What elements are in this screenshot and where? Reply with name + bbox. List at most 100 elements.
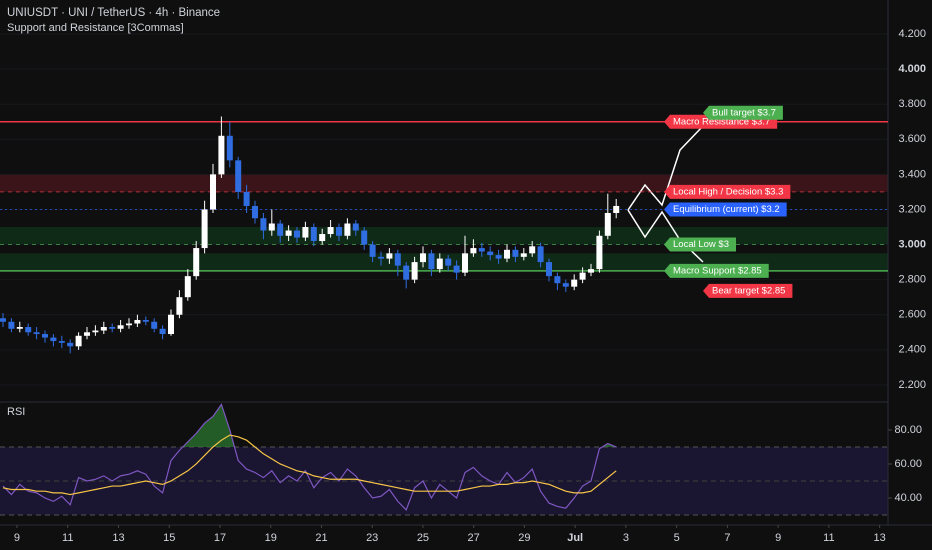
candle-body	[310, 227, 317, 242]
x-tick-label: 5	[674, 532, 680, 544]
chart-subtitle: Support and Resistance [3Commas]	[7, 22, 184, 34]
candle-body	[453, 265, 460, 273]
candle-body	[504, 249, 510, 259]
price-label: Local High / Decision $3.3	[664, 184, 791, 199]
candle-body	[495, 255, 502, 259]
x-tick-label: 7	[724, 532, 730, 544]
label-text: Local Low $3	[673, 239, 729, 250]
candle-body	[470, 248, 477, 254]
candle-body	[294, 230, 300, 238]
candle-body	[33, 332, 40, 335]
candle-body	[176, 297, 183, 315]
candle-body	[562, 283, 569, 287]
candle-body	[67, 342, 74, 347]
candle-body	[546, 262, 552, 277]
candle-body	[394, 253, 401, 266]
label-box	[703, 283, 793, 298]
rsi-line	[2, 403, 617, 511]
x-tick-label: 3	[623, 532, 629, 544]
label-box	[664, 184, 791, 199]
label-text: Macro Resistance $3.7	[673, 116, 770, 127]
candle-body	[302, 227, 309, 238]
candle-body	[420, 253, 426, 263]
candle-body	[193, 248, 200, 277]
x-tick-label: 29	[518, 532, 530, 544]
x-tick-label: 9	[14, 532, 20, 544]
candle-body	[344, 223, 351, 236]
x-tick-label: 25	[417, 532, 429, 544]
y-tick-label: 3.600	[898, 133, 926, 145]
price-label: Bull target $3.7	[703, 105, 783, 120]
candle-body	[252, 205, 258, 219]
candle-body	[134, 320, 141, 324]
rsi-title: RSI	[7, 406, 25, 418]
x-tick-label: 21	[315, 532, 327, 544]
candle-body	[403, 265, 410, 280]
candle-body	[445, 258, 452, 266]
candle-body	[361, 230, 368, 245]
candle-body	[529, 246, 536, 254]
candle-body	[478, 248, 485, 252]
price-label: Equilibrium (current) $3.2	[664, 202, 787, 217]
y-tick-label: 3.800	[898, 98, 926, 110]
candle-body	[579, 272, 586, 280]
y-tick-label: 80.00	[894, 424, 922, 436]
candle-body	[352, 223, 359, 231]
candle-body	[117, 325, 124, 329]
candle-body	[92, 330, 99, 333]
candle-body	[411, 262, 418, 280]
y-tick-label: 2.800	[898, 274, 926, 286]
candle-body	[58, 341, 65, 343]
label-text: Equilibrium (current) $3.2	[673, 204, 780, 215]
candle-body	[184, 276, 191, 298]
candle-body	[201, 209, 208, 249]
candle-body	[386, 253, 393, 259]
y-tick-label: 2.400	[898, 344, 926, 356]
zone	[0, 253, 888, 271]
y-tick-label: 2.600	[898, 309, 926, 321]
candle-body	[226, 135, 233, 161]
candle-body	[520, 253, 527, 257]
candle-body	[378, 256, 384, 259]
candle-body	[0, 318, 6, 322]
candle-body	[588, 269, 594, 273]
y-tick-label: 2.200	[898, 379, 926, 391]
candle-body	[613, 205, 620, 213]
candle-body	[596, 235, 603, 270]
candle-body	[571, 279, 578, 287]
y-tick-label: 60.00	[894, 458, 922, 470]
label-box	[664, 263, 769, 278]
candle-body	[235, 160, 242, 192]
y-tick-label: 4.000	[898, 63, 926, 75]
candle-body	[100, 327, 107, 331]
candle-body	[109, 327, 116, 329]
x-tick-label: 23	[366, 532, 378, 544]
candle-body	[319, 234, 326, 242]
candle-body	[75, 335, 82, 347]
candle-body	[126, 323, 132, 326]
candle-body	[537, 246, 544, 263]
x-tick-label: 13	[874, 532, 886, 544]
y-tick-label: 4.200	[898, 28, 926, 40]
chart-title: UNIUSDT · UNI / TetherUS · 4h · Binance	[7, 7, 220, 19]
candle-body	[25, 327, 32, 333]
candle-body	[16, 327, 23, 329]
x-tick-label: Jul	[567, 532, 583, 544]
price-label: Macro Support $2.85	[664, 263, 769, 278]
x-tick-label: 9	[775, 532, 781, 544]
candle-body	[42, 334, 48, 338]
zone	[0, 174, 888, 192]
candle-body	[285, 230, 292, 236]
price-label: Bear target $2.85	[703, 283, 793, 298]
y-tick-label: 3.000	[898, 238, 926, 250]
candle-body	[336, 227, 342, 236]
candle-body	[487, 251, 494, 256]
candle-body	[84, 332, 90, 336]
candle-body	[436, 258, 443, 270]
label-text: Macro Support $2.85	[673, 265, 762, 276]
rsi-line	[2, 434, 617, 496]
x-tick-label: 19	[265, 532, 277, 544]
candle-body	[369, 244, 376, 257]
candle-body	[428, 253, 435, 270]
